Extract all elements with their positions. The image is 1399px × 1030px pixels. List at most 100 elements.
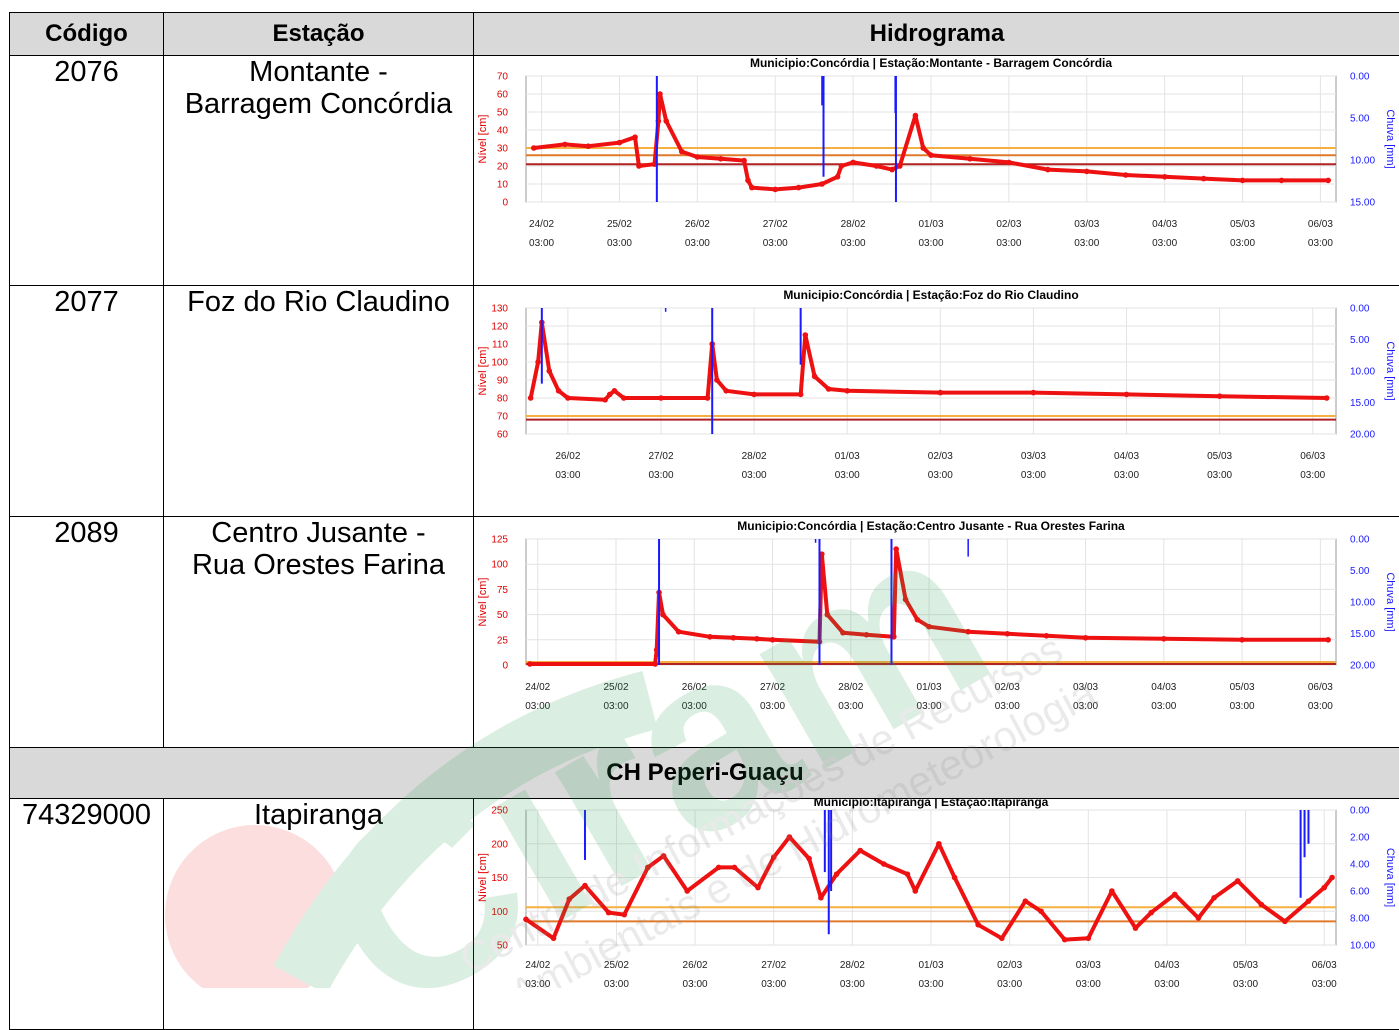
station-name-line-1: Montante - <box>164 56 473 88</box>
y-tick-label: 70 <box>497 412 509 423</box>
x-tick-time: 03:00 <box>1154 979 1179 990</box>
level-point <box>632 134 638 140</box>
level-point <box>912 888 918 894</box>
level-point <box>566 896 572 902</box>
level-point <box>661 853 667 859</box>
chart-cell: Municipio:Itapiranga | Estação:Itapirang… <box>474 799 1399 1030</box>
level-point <box>1306 898 1312 904</box>
level-point <box>772 187 778 193</box>
x-tick-time: 03:00 <box>995 701 1020 712</box>
level-point <box>1282 919 1288 925</box>
level-point <box>857 848 863 854</box>
x-tick-time: 03:00 <box>918 238 943 249</box>
x-tick-time: 03:00 <box>555 470 580 481</box>
y-tick-label: 70 <box>497 72 509 83</box>
level-point <box>1240 178 1246 184</box>
y2-tick-label: 4.00 <box>1350 860 1370 871</box>
level-point <box>1083 635 1089 641</box>
y-tick-label: 100 <box>491 358 508 369</box>
x-tick-date: 03/03 <box>1073 682 1098 693</box>
x-tick-time: 03:00 <box>525 701 550 712</box>
x-tick-date: 06/03 <box>1312 960 1337 971</box>
level-point <box>1005 631 1011 637</box>
level-point <box>622 912 628 918</box>
x-tick-date: 04/03 <box>1151 682 1176 693</box>
x-tick-time: 03:00 <box>529 238 554 249</box>
level-point <box>1162 174 1168 180</box>
level-point <box>903 597 909 603</box>
level-point <box>695 154 701 160</box>
x-tick-date: 25/02 <box>607 219 632 230</box>
level-point <box>1329 875 1335 881</box>
x-tick-date: 03/03 <box>1076 960 1101 971</box>
level-point <box>582 883 588 889</box>
chart-cell: Municipio:Concórdia | Estação:Foz do Rio… <box>474 286 1399 517</box>
level-point <box>798 392 804 398</box>
station-name: Itapiranga <box>164 799 474 1030</box>
y-axis-label: Nível [cm] <box>477 578 489 627</box>
level-point <box>771 854 777 860</box>
hydrograph-table: Código Estação Hidrograma 2076 Montante … <box>9 12 1399 1030</box>
x-tick-date: 27/02 <box>761 960 786 971</box>
chart-title: Municipio:Concórdia | Estação:Centro Jus… <box>737 519 1125 533</box>
station-name-line-1: Centro Jusante - <box>164 517 473 549</box>
x-tick-date: 06/03 <box>1308 219 1333 230</box>
level-point <box>716 865 722 871</box>
level-point <box>723 388 729 394</box>
level-point <box>905 871 911 877</box>
x-tick-time: 03:00 <box>841 238 866 249</box>
x-tick-time: 03:00 <box>603 701 628 712</box>
y-tick-label: 50 <box>497 610 509 621</box>
level-point <box>527 661 533 667</box>
x-tick-date: 02/03 <box>928 451 953 462</box>
station-code: 2076 <box>10 56 164 286</box>
level-point <box>676 629 682 635</box>
level-point <box>1109 888 1115 894</box>
level-point <box>839 163 845 169</box>
level-point <box>652 661 658 667</box>
level-point <box>1325 637 1331 643</box>
level-point <box>1161 636 1167 642</box>
x-tick-date: 28/02 <box>742 451 767 462</box>
y2-tick-label: 0.00 <box>1350 535 1370 546</box>
level-point <box>636 163 642 169</box>
level-point <box>967 156 973 162</box>
x-tick-date: 02/03 <box>996 219 1021 230</box>
x-tick-date: 03/03 <box>1074 219 1099 230</box>
station-code: 2089 <box>10 517 164 748</box>
x-tick-date: 27/02 <box>760 682 785 693</box>
level-point <box>562 142 568 148</box>
level-point <box>732 865 738 871</box>
level-point <box>754 636 760 642</box>
chart-cell: Municipio:Concórdia | Estação:Centro Jus… <box>474 517 1399 748</box>
level-point <box>770 637 776 643</box>
x-tick-time: 03:00 <box>648 470 673 481</box>
x-tick-date: 26/02 <box>685 219 710 230</box>
x-tick-date: 06/03 <box>1308 682 1333 693</box>
x-tick-time: 03:00 <box>685 238 710 249</box>
y-tick-label: 60 <box>497 430 509 441</box>
level-point <box>1201 176 1207 182</box>
level-point <box>1044 633 1050 639</box>
level-point <box>1031 390 1037 396</box>
y2-tick-label: 5.00 <box>1350 335 1370 346</box>
level-point <box>528 395 534 401</box>
level-point <box>1279 178 1285 184</box>
x-tick-date: 28/02 <box>838 682 863 693</box>
station-name-line-2: Barragem Concórdia <box>164 88 473 120</box>
x-tick-time: 03:00 <box>1073 701 1098 712</box>
hydrograph-chart-centro: Municipio:Concórdia | Estação:Centro Jus… <box>474 517 1399 742</box>
level-point <box>1084 169 1090 175</box>
level-point <box>1006 160 1012 166</box>
y-tick-label: 200 <box>491 839 508 850</box>
x-tick-date: 05/03 <box>1207 451 1232 462</box>
y2-axis-label: Chuva [mm] <box>1384 341 1396 400</box>
level-point <box>819 181 825 187</box>
y-tick-label: 0 <box>502 661 508 672</box>
level-point <box>705 395 711 401</box>
x-tick-time: 03:00 <box>1308 238 1333 249</box>
level-point <box>660 612 666 618</box>
header-hydrograph: Hidrograma <box>474 13 1399 56</box>
level-point <box>913 113 919 119</box>
level-point <box>1023 898 1029 904</box>
